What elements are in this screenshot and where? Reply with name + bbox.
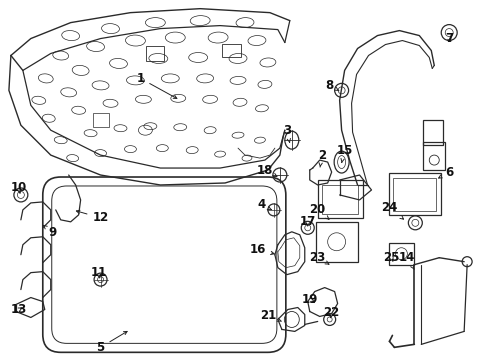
Text: 15: 15 <box>336 144 352 162</box>
Text: 22: 22 <box>323 306 339 319</box>
Text: 9: 9 <box>43 225 57 239</box>
Text: 3: 3 <box>282 124 290 143</box>
Text: 25: 25 <box>383 251 399 264</box>
Text: 2: 2 <box>317 149 325 167</box>
Text: 20: 20 <box>309 203 328 219</box>
Text: 11: 11 <box>90 266 106 279</box>
Text: 23: 23 <box>309 251 328 264</box>
Text: 16: 16 <box>249 243 274 256</box>
Text: 17: 17 <box>299 215 315 228</box>
Text: 12: 12 <box>76 210 108 224</box>
Text: 18: 18 <box>256 163 276 176</box>
Text: 10: 10 <box>11 181 27 194</box>
Text: 4: 4 <box>257 198 271 211</box>
Text: 8: 8 <box>325 79 338 92</box>
Text: 19: 19 <box>301 293 317 306</box>
Text: 6: 6 <box>438 166 452 179</box>
Text: 1: 1 <box>136 72 177 98</box>
Text: 7: 7 <box>444 32 452 45</box>
Text: 13: 13 <box>11 303 27 316</box>
Text: 21: 21 <box>259 309 281 322</box>
Text: 14: 14 <box>398 251 415 269</box>
Text: 5: 5 <box>96 332 127 354</box>
Text: 24: 24 <box>381 201 403 219</box>
